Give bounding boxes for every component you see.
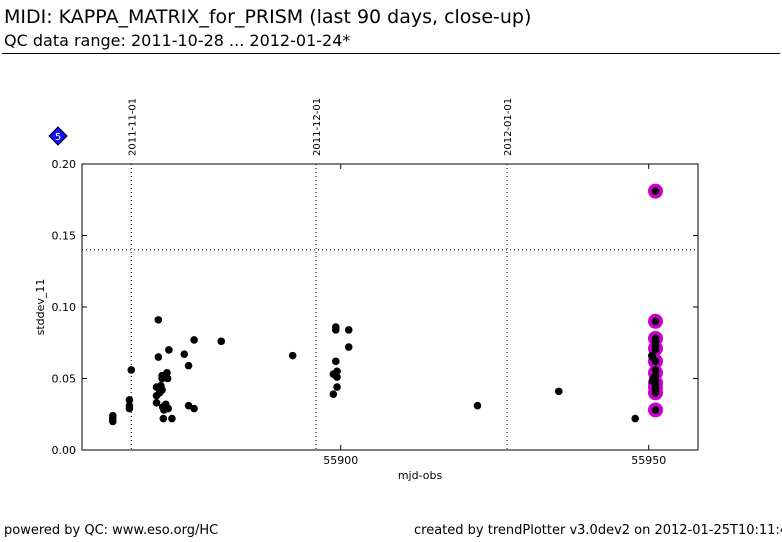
date-marker-label: 2011-12-01 [312,98,323,156]
data-point [163,368,171,377]
data-point [125,396,134,404]
x-axis-label: mjd-obs [398,469,443,482]
data-point [159,414,168,423]
data-point [164,404,173,413]
data-point [163,374,172,383]
y-tick-label: 0.00 [52,444,77,457]
data-point [651,187,660,195]
data-point [333,367,341,376]
data-point [651,346,660,354]
data-point [158,386,166,394]
data-point [329,390,338,399]
data-point [152,399,161,407]
chart-title: MIDI: KAPPA_MATRIX_for_PRISM (last 90 da… [4,6,532,28]
x-tick-label: 55900 [323,454,358,467]
footer-powered-by: powered by QC: www.eso.org/HC [4,523,219,538]
data-point [631,414,639,423]
data-point [165,346,173,354]
data-point [109,411,117,420]
data-point [154,316,163,324]
date-marker-label: 2011-11-01 [127,98,138,156]
data-point [168,414,176,423]
y-tick-label: 0.20 [52,158,77,171]
data-point [331,357,340,366]
data-point [125,401,134,410]
data-point [651,406,660,414]
data-point [331,326,340,334]
x-tick-label: 55950 [631,454,666,467]
data-point [344,326,353,334]
data-point [180,350,189,358]
data-point [333,373,341,381]
data-point [554,387,563,396]
data-point [184,361,193,370]
data-point [190,336,198,344]
badge-diamond-icon: 5 [48,126,68,146]
plot-area: 2011-11-01 2011-12-01 2012-01-01 0.00 0.05 0.… [34,98,699,482]
data-point [651,389,660,397]
chart-subtitle: QC data range: 2011-10-28 ... 2012-01-24… [4,31,351,50]
data-point [333,383,341,391]
data-point [651,366,660,374]
data-point [344,343,353,351]
plot-frame [81,163,699,451]
badge-label: 5 [55,132,61,143]
data-point [217,337,226,346]
scatter-chart: 5 2011-11-01 2011-12-01 2012-01-01 0.00 0.05… [34,98,699,482]
date-marker-label: 2012-01-01 [503,98,514,156]
header-divider [2,53,780,54]
footer-created-by: created by trendPlotter v3.0dev2 on 2012… [414,523,782,538]
data-point [651,317,660,326]
data-point [651,371,660,380]
y-tick-label: 0.05 [52,373,77,386]
y-tick-label: 0.10 [52,301,77,314]
data-point [190,404,198,413]
data-point [473,401,482,410]
data-point [127,366,136,374]
y-axis-label: stddev_11 [34,279,47,336]
data-point [651,357,660,366]
data-point [154,353,163,361]
data-point [288,351,297,360]
y-tick-label: 0.15 [52,230,77,243]
